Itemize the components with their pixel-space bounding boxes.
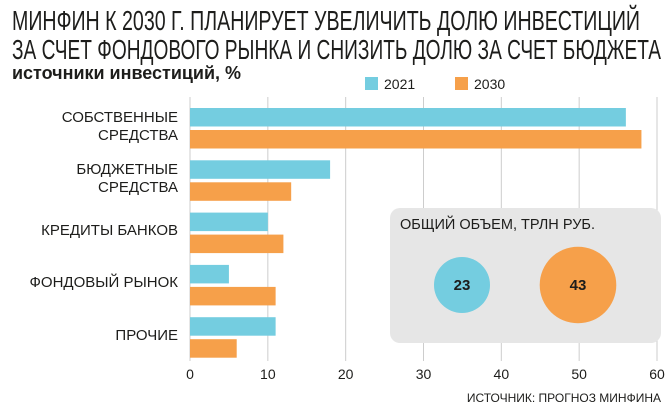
category-label-box-1: СОБСТВЕННЫЕ СРЕДСТВА — [8, 104, 178, 149]
category-label-5: ПРОЧИЕ — [115, 326, 178, 344]
legend-swatch-2021 — [365, 77, 378, 90]
x-tick-label-40: 40 — [494, 366, 510, 382]
legend-swatch-2030 — [455, 77, 468, 90]
inset-title: ОБЩИЙ ОБЪЕМ, ТРЛН РУБ. — [400, 215, 595, 233]
category-label-2: БЮДЖЕТНЫЕ СРЕДСТВА — [76, 160, 178, 196]
bubble-1 — [433, 256, 491, 314]
bubbles: 23 43 — [433, 246, 617, 324]
category-label-box-2: БЮДЖЕТНЫЕ СРЕДСТВА — [8, 156, 178, 201]
bar-2021-category-3 — [190, 212, 268, 232]
bar-2021-category-5 — [190, 317, 276, 336]
title-line-2: ЗА СЧЕТ ФОНДОВОГО РЫНКА И СНИЗИТЬ ДОЛЮ З… — [12, 34, 661, 65]
bar-2030-category-3 — [190, 234, 284, 254]
bubble-2 — [539, 246, 617, 324]
bar-2021-category-4 — [190, 264, 229, 284]
bar-2030-category-5 — [190, 339, 237, 358]
x-tick-label-20: 20 — [338, 366, 354, 382]
legend: 2021 2030 — [365, 76, 505, 92]
bars — [190, 108, 642, 358]
category-label-box-4: ФОНДОВЫЙ РЫНОК — [8, 261, 178, 306]
x-tick-label-50: 50 — [571, 366, 587, 382]
legend-item-2021: 2021 — [365, 76, 415, 92]
legend-item-2030: 2030 — [455, 76, 505, 92]
category-label-box-5: ПРОЧИЕ — [8, 313, 178, 358]
bubble-label-2: 43 — [570, 277, 587, 294]
bubble-label-1: 23 — [454, 277, 471, 294]
x-tick-label-10: 10 — [260, 366, 276, 382]
category-label-box-3: КРЕДИТЫ БАНКОВ — [8, 209, 178, 254]
category-label-1: СОБСТВЕННЫЕ СРЕДСТВА — [61, 108, 178, 144]
title-line-1: МИНФИН К 2030 Г. ПЛАНИРУЕТ УВЕЛИЧИТЬ ДОЛ… — [12, 5, 640, 36]
x-tick-label-0: 0 — [186, 366, 194, 382]
category-label-4: ФОНДОВЫЙ РЫНОК — [29, 274, 178, 292]
bar-2021-category-2 — [190, 160, 331, 179]
inset-panel: ОБЩИЙ ОБЪЕМ, ТРЛН РУБ. 23 43 — [390, 208, 661, 343]
subtitle: источники инвестиций, % — [12, 63, 241, 83]
x-tick-label-60: 60 — [649, 366, 665, 382]
x-tick-label-30: 30 — [416, 366, 432, 382]
bar-2030-category-4 — [190, 286, 276, 306]
source-note: ИСТОЧНИК: ПРОГНОЗ МИНФИНА — [467, 391, 661, 405]
legend-label-2021: 2021 — [384, 76, 415, 92]
bar-2030-category-1 — [190, 130, 642, 149]
category-label-3: КРЕДИТЫ БАНКОВ — [41, 222, 178, 240]
bar-2030-category-2 — [190, 182, 292, 201]
x-axis-ticks: 0 10 20 30 40 50 60 — [186, 366, 665, 382]
bar-2021-category-1 — [190, 108, 626, 127]
legend-label-2030: 2030 — [474, 76, 505, 92]
